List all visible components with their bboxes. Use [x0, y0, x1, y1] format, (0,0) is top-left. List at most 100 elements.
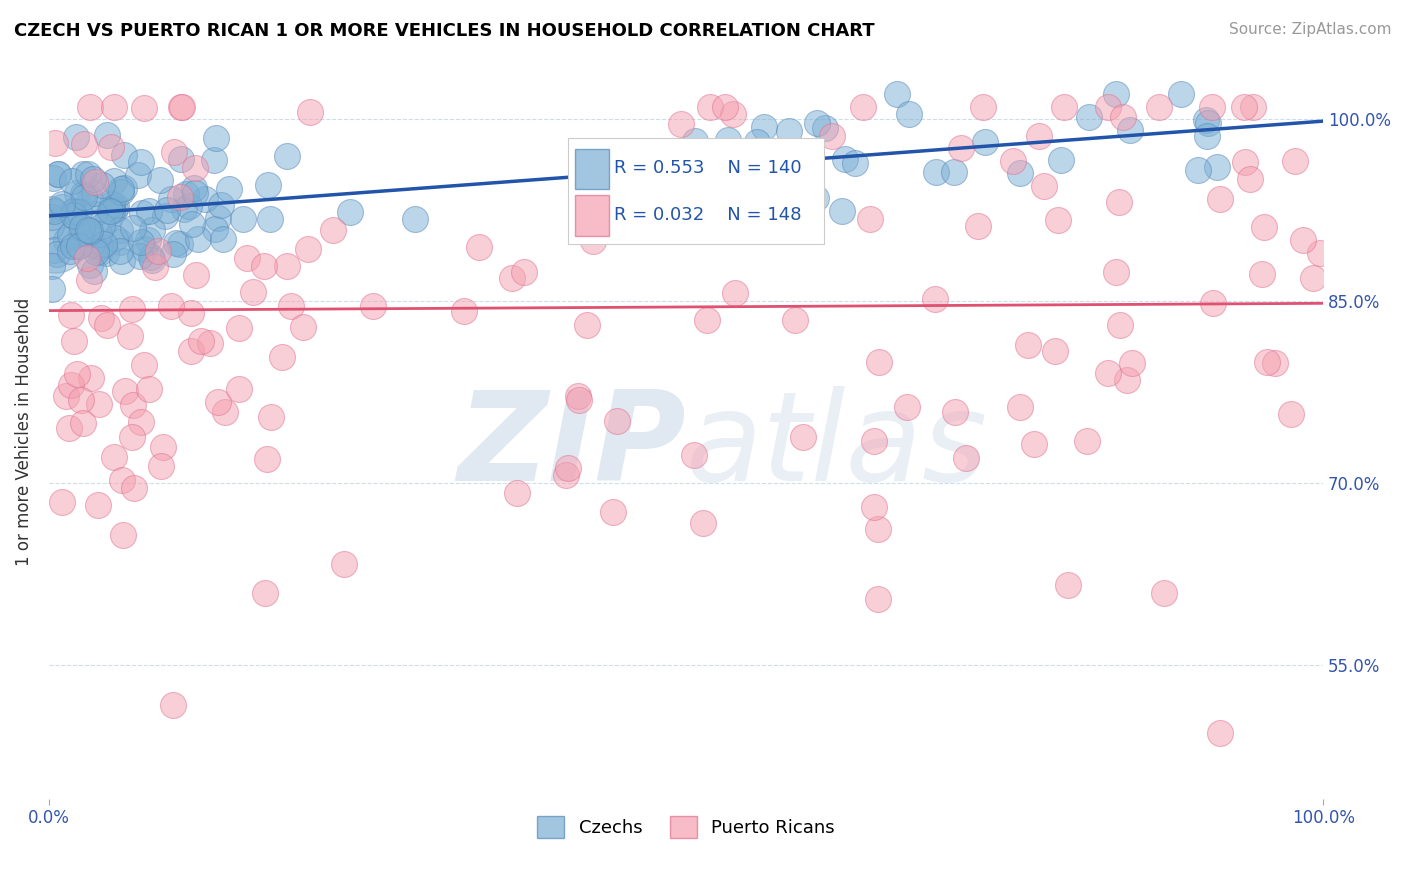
Point — [1251, 268, 1274, 282]
Point — [177, 199, 200, 213]
Point — [62, 204, 84, 219]
Text: ZIP: ZIP — [457, 385, 686, 507]
Point — [58, 421, 80, 435]
Point — [89, 244, 111, 259]
Point — [181, 217, 204, 231]
Point — [170, 152, 193, 166]
Point — [138, 204, 160, 219]
Point — [555, 467, 578, 482]
Point — [1077, 110, 1099, 124]
Point — [72, 416, 94, 430]
Point — [1302, 271, 1324, 285]
Point — [699, 99, 721, 113]
Point — [70, 392, 93, 407]
Point — [72, 220, 94, 235]
Point — [70, 226, 93, 240]
Point — [228, 320, 250, 334]
Point — [160, 192, 183, 206]
Point — [863, 500, 886, 514]
Point — [91, 219, 114, 234]
Point — [844, 156, 866, 170]
Point — [198, 336, 221, 351]
Point — [76, 167, 98, 181]
Point — [100, 139, 122, 153]
Point — [232, 212, 254, 227]
Point — [792, 430, 814, 444]
Point — [567, 389, 589, 403]
Point — [98, 204, 121, 219]
Point — [77, 223, 100, 237]
Point — [720, 153, 742, 167]
Point — [253, 259, 276, 273]
Point — [291, 320, 314, 334]
Point — [752, 120, 775, 134]
Point — [44, 203, 66, 218]
Point — [131, 235, 153, 250]
Point — [501, 271, 523, 285]
Point — [1232, 99, 1254, 113]
Point — [1201, 99, 1223, 113]
Point — [745, 136, 768, 150]
Point — [108, 223, 131, 237]
Point — [90, 311, 112, 326]
Point — [141, 222, 163, 236]
Point — [162, 247, 184, 261]
Point — [96, 128, 118, 142]
Point — [122, 221, 145, 235]
Point — [1197, 116, 1219, 130]
Point — [100, 201, 122, 215]
Point — [453, 304, 475, 318]
Point — [132, 242, 155, 256]
Point — [1010, 400, 1032, 414]
Point — [55, 233, 77, 247]
Point — [868, 355, 890, 369]
Point — [868, 522, 890, 536]
Point — [1234, 155, 1257, 169]
Point — [180, 306, 202, 320]
Point — [581, 235, 603, 249]
Point — [204, 221, 226, 235]
Point — [120, 329, 142, 343]
Point — [568, 392, 591, 407]
Point — [138, 382, 160, 396]
Point — [62, 208, 84, 222]
Point — [806, 115, 828, 129]
Point — [1264, 356, 1286, 370]
Point — [897, 106, 920, 120]
Point — [83, 207, 105, 221]
Point — [1028, 128, 1050, 143]
Point — [163, 145, 186, 159]
Point — [184, 186, 207, 200]
Point — [87, 396, 110, 410]
Point — [1057, 577, 1080, 591]
Point — [207, 211, 229, 225]
Point — [692, 166, 714, 180]
Point — [1017, 338, 1039, 352]
Point — [84, 244, 107, 259]
Point — [1024, 437, 1046, 451]
Point — [149, 172, 172, 186]
Point — [1253, 220, 1275, 235]
Point — [46, 167, 69, 181]
Point — [256, 451, 278, 466]
Point — [1097, 366, 1119, 380]
Point — [950, 141, 973, 155]
Point — [55, 389, 77, 403]
Point — [955, 450, 977, 465]
Point — [576, 318, 599, 333]
Point — [1043, 344, 1066, 359]
Point — [170, 99, 193, 113]
Point — [721, 107, 744, 121]
Point — [41, 210, 63, 224]
Point — [121, 430, 143, 444]
Y-axis label: 1 or more Vehicles in Household: 1 or more Vehicles in Household — [15, 297, 32, 566]
Point — [276, 149, 298, 163]
Text: R = 0.032    N = 148: R = 0.032 N = 148 — [614, 205, 801, 224]
Point — [242, 285, 264, 299]
Point — [683, 134, 706, 148]
Point — [1002, 154, 1025, 169]
Point — [184, 268, 207, 282]
Point — [63, 334, 86, 348]
Point — [150, 459, 173, 474]
Point — [821, 129, 844, 144]
